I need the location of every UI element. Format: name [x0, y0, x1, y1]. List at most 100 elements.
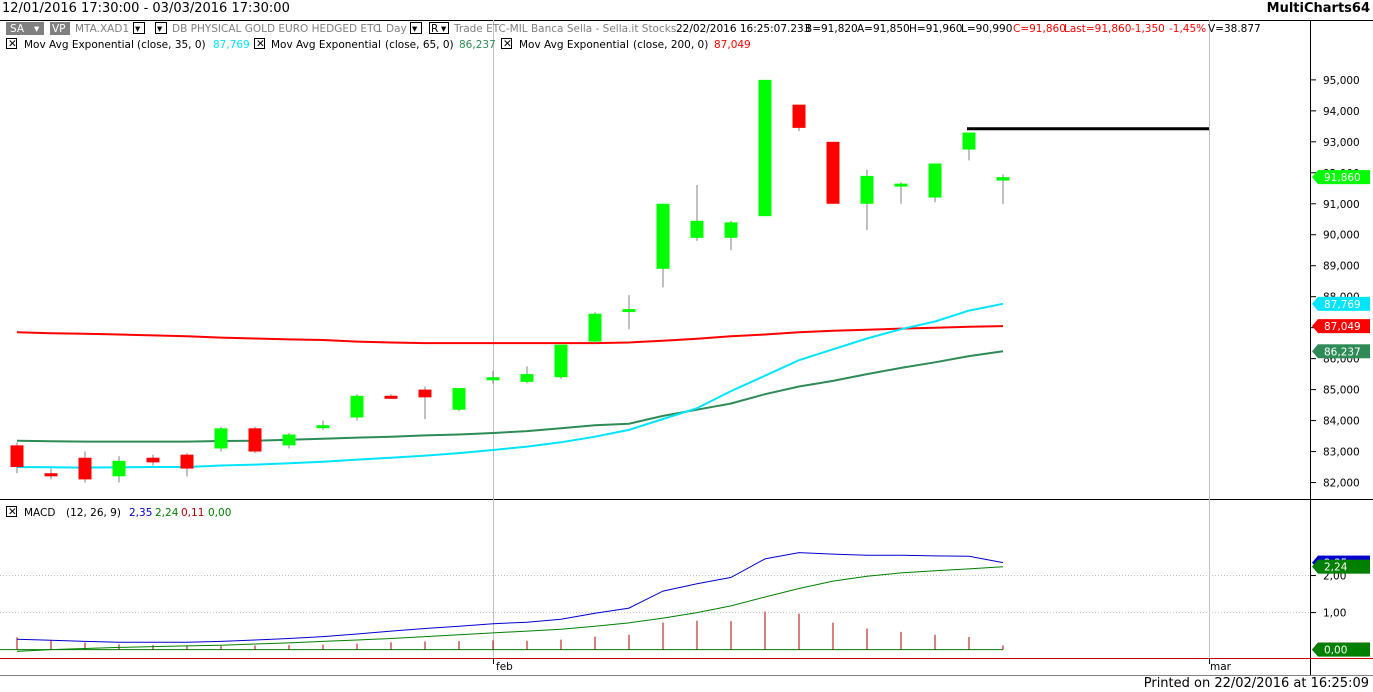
candle-down	[826, 141, 840, 204]
symbol-label: MTA.XAD1	[75, 23, 129, 35]
candle-up	[214, 428, 228, 449]
ask-value: A=91,850	[857, 23, 910, 35]
vp-button-label: VP	[52, 23, 66, 35]
ema65-tag-bg	[1318, 344, 1370, 359]
volume-value: V=38.877	[1208, 23, 1261, 35]
last-price-tag-pointer	[1312, 170, 1318, 185]
last-price-tag-bg	[1318, 170, 1370, 185]
price-tick-label: 91,000	[1323, 199, 1360, 211]
ema35-tag-pointer	[1312, 296, 1318, 311]
price-tick-label: 94,000	[1323, 106, 1360, 118]
ema200-tag: 87,049	[1324, 321, 1361, 333]
indicator-legend: ✕ Mov Avg Exponential (close, 35, 0) 87,…	[6, 38, 751, 51]
candle-up	[996, 177, 1010, 181]
candle-down	[248, 428, 262, 452]
resolution-dropdown-button[interactable]	[410, 22, 422, 34]
ema65-name: Mov Avg Exponential	[271, 39, 381, 51]
macd-legend: ✕ MACD (12, 26, 9) 2,35 2,24 0,11 0,00	[6, 506, 231, 519]
ema200-tag-pointer	[1312, 319, 1318, 334]
vp-button[interactable]	[50, 22, 70, 35]
ema200-value: 87,049	[714, 39, 751, 51]
ema200-name: Mov Avg Exponential	[519, 39, 629, 51]
candle-up	[928, 163, 942, 198]
sa-dropdown-icon[interactable]: ▾	[34, 23, 40, 35]
last-value: Last=91,860	[1064, 23, 1131, 35]
zero-value-tag-pointer	[1312, 642, 1318, 657]
price-tick-label: 84,000	[1323, 416, 1360, 428]
macd-name: MACD	[24, 507, 55, 519]
sa-button-label: SA	[10, 23, 25, 35]
candle-down	[792, 104, 806, 128]
candle-down	[10, 445, 24, 468]
close-icon: ✕	[256, 38, 265, 50]
quote-timestamp: 22/02/2016 16:25:07.233	[676, 23, 810, 35]
sa-button[interactable]	[6, 22, 44, 35]
signal-value-tag-bg	[1318, 559, 1370, 574]
candle-up	[656, 203, 670, 269]
price-tick-label: 89,000	[1323, 261, 1360, 273]
instrument-description: DB PHYSICAL GOLD EURO HEDGED ETC	[172, 23, 380, 35]
macd-line	[16, 552, 1004, 643]
title-bar: 12/01/2016 17:30:00 - 03/03/2016 17:30:0…	[0, 0, 1373, 20]
candle-up	[520, 374, 534, 382]
candle-up	[316, 425, 330, 429]
remove-indicator-icon[interactable]	[6, 38, 17, 49]
macd-plot	[0, 552, 1004, 652]
candle-up	[894, 183, 908, 187]
macd-tick-label: 1,00	[1323, 608, 1346, 620]
remove-macd-icon[interactable]	[6, 506, 17, 517]
candle-up	[486, 377, 500, 381]
candle-up	[860, 175, 874, 204]
chart-area[interactable]: feb mar 82,00083,00084,00085,00086,00087…	[0, 0, 1373, 676]
close-value: C=91,860	[1013, 23, 1066, 35]
candle-down	[180, 454, 194, 469]
macd-params: (12, 26, 9)	[66, 507, 121, 519]
candle-up	[758, 79, 772, 217]
r-button[interactable]	[429, 22, 449, 34]
change-value: -1,350	[1131, 23, 1165, 35]
candle-up	[112, 460, 126, 477]
symbol-dropdown-button[interactable]	[133, 22, 145, 34]
change-pct-value: -1,45%	[1169, 23, 1206, 35]
x-label-feb: feb	[496, 661, 513, 673]
ema35-name: Mov Avg Exponential	[24, 39, 134, 51]
candle-down	[146, 457, 160, 463]
hist-value: 0,11	[181, 507, 204, 519]
zero-value-tag: 0,00	[1324, 645, 1347, 657]
app-name: MultiCharts64	[1266, 1, 1370, 16]
x-label-mar: mar	[1210, 661, 1232, 673]
date-range-title: 12/01/2016 17:30:00 - 03/03/2016 17:30:0…	[2, 1, 290, 16]
price-tick-label: 90,000	[1323, 230, 1360, 242]
instrument-header: SA ▾ VP MTA.XAD1 ▾ ▾ DB PHYSICAL GOLD EU…	[6, 22, 1261, 35]
chevron-down-icon: ▾	[157, 23, 163, 35]
zero-value: 0,00	[208, 507, 231, 519]
price-tick-label: 85,000	[1323, 385, 1360, 397]
r-button-label: R	[431, 23, 438, 35]
ema65-params: (close, 65, 0)	[385, 39, 454, 51]
ema65-value: 86,237	[459, 39, 496, 51]
chevron-down-icon: ▾	[412, 23, 418, 35]
remove-indicator-icon[interactable]	[501, 38, 512, 49]
ema35-tag: 87,769	[1324, 299, 1361, 311]
remove-indicator-icon[interactable]	[254, 38, 265, 49]
ema65-tag-pointer	[1312, 344, 1318, 359]
signal-value: 2,24	[155, 507, 179, 519]
signal-value-tag: 2,24	[1324, 562, 1348, 574]
ema35-value: 87,769	[213, 39, 250, 51]
signal-value-tag-pointer	[1312, 559, 1318, 574]
resolution-label: 1 Day	[376, 23, 407, 35]
ema200-params: (close, 200, 0)	[633, 39, 708, 51]
close-icon: ✕	[503, 38, 512, 50]
candle-up	[554, 344, 568, 378]
candle-up	[724, 222, 738, 238]
zero-value-tag-bg	[1318, 642, 1370, 657]
candle-down	[384, 395, 398, 399]
chart-background	[0, 20, 1373, 676]
chevron-down-icon: ▾	[135, 23, 141, 35]
ema65-tag: 86,237	[1324, 346, 1361, 358]
desc-dropdown-button[interactable]	[155, 22, 167, 34]
printed-footer: Printed on 22/02/2016 at 16:25:09	[1143, 676, 1369, 691]
ema200-line	[16, 325, 1004, 345]
candle-up	[690, 220, 704, 238]
